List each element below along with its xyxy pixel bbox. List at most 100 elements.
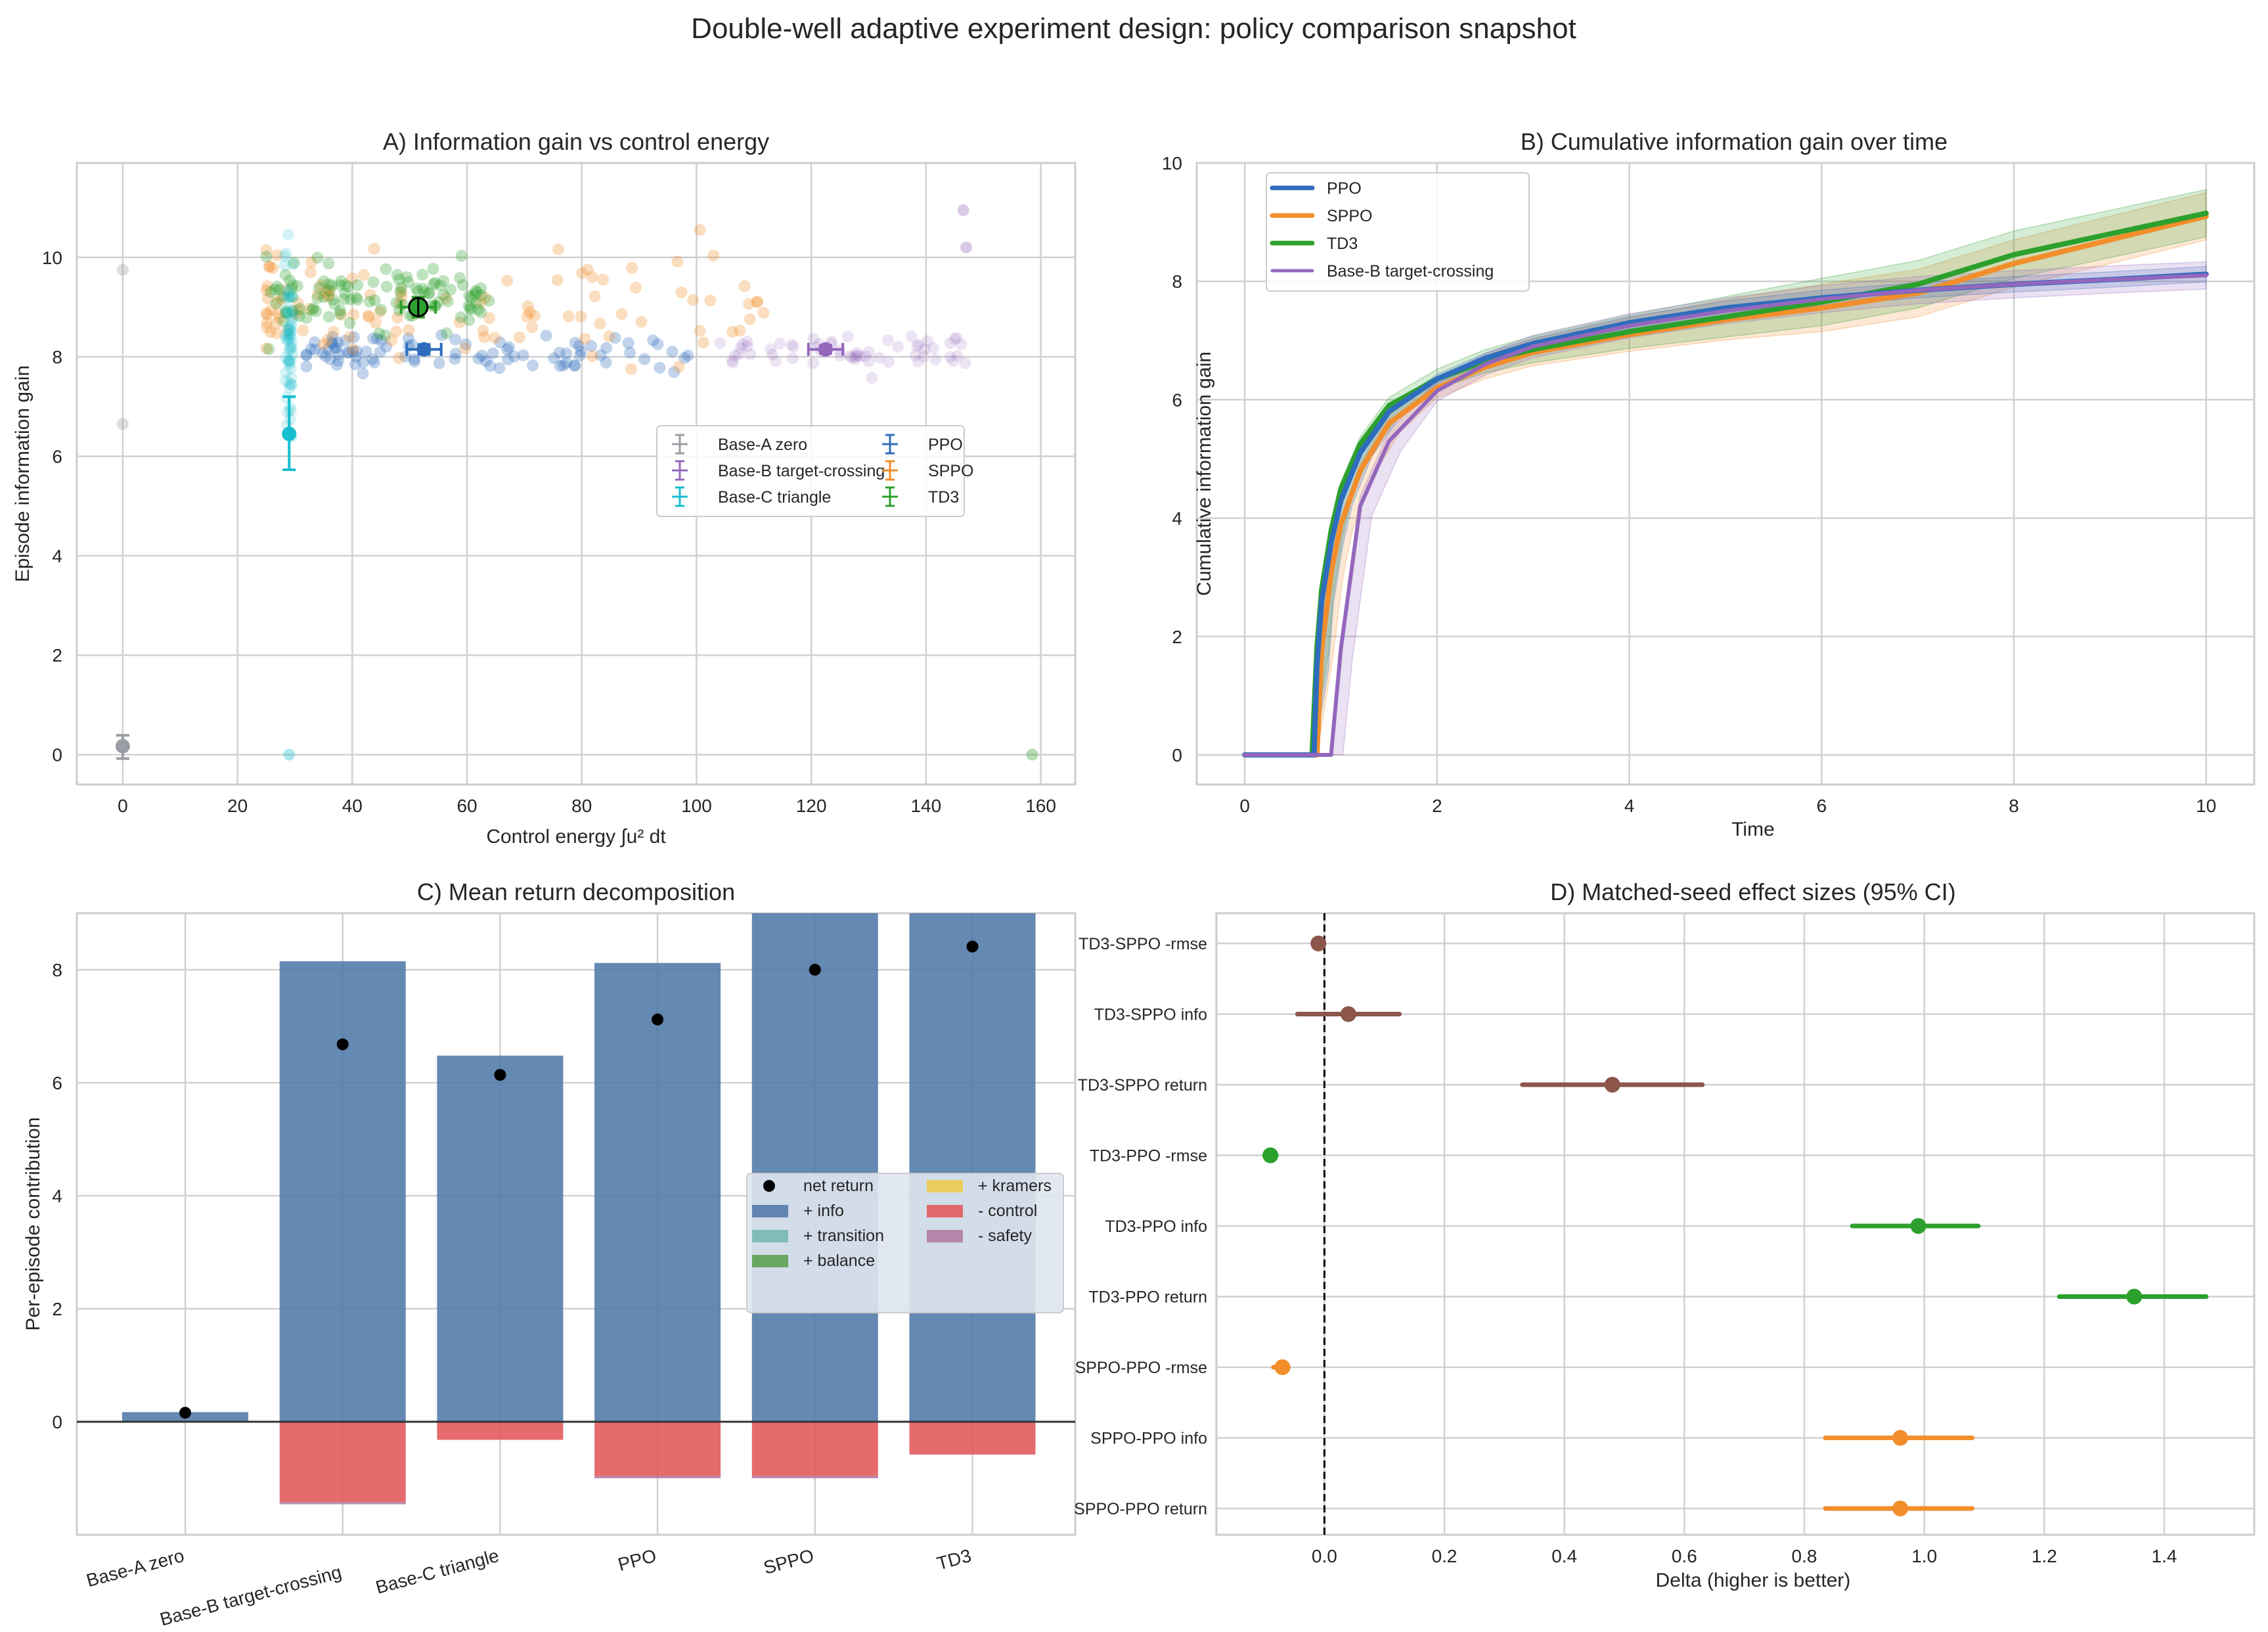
- scatter-point: [585, 340, 598, 352]
- y-tick-label: 2: [52, 645, 62, 666]
- scatter-point: [326, 338, 339, 350]
- scatter-point: [502, 353, 514, 366]
- scatter-point: [271, 281, 283, 293]
- scatter-point: [522, 300, 534, 313]
- scatter-point: [568, 359, 581, 371]
- scatter-point: [624, 346, 636, 359]
- scatter-point: [600, 342, 613, 354]
- panel-c-legend: net return + info + transition + balance + k…: [746, 1173, 1064, 1313]
- scatter-point: [374, 346, 386, 358]
- panel-c-y-axis-label: Per-episode contribution: [22, 1117, 44, 1330]
- legend-frame: [1266, 172, 1530, 292]
- scatter-point: [468, 288, 481, 301]
- scatter-point: [273, 312, 286, 325]
- scatter-point: [280, 333, 292, 346]
- scatter-point: [307, 302, 320, 315]
- legend-item: - control: [927, 1202, 1037, 1220]
- scatter-point: [267, 261, 279, 274]
- panel-d: D) Matched-seed effect sizes (95% CI) 0.…: [1074, 878, 2256, 1591]
- scatter-point: [472, 304, 485, 316]
- scatter-point: [734, 325, 746, 337]
- scatter-point: [463, 314, 476, 327]
- scatter-point: [347, 343, 359, 355]
- scatter-point: [951, 350, 964, 362]
- scatter-point: [394, 286, 407, 298]
- scatter-point: [851, 347, 863, 359]
- y-tick-label: 8: [1172, 271, 1182, 292]
- scatter-point: [922, 335, 934, 348]
- scatter-point: [310, 305, 322, 317]
- summary-point-ppo: [405, 342, 443, 357]
- scatter-point: [597, 273, 610, 286]
- scatter-point: [265, 286, 277, 298]
- scatter-point: [286, 337, 298, 350]
- x-tick-label: 2: [1432, 796, 1442, 816]
- bar-segment-info: [909, 913, 1036, 1422]
- scatter-point: [427, 263, 439, 275]
- y-tick-label: TD3-SPPO return: [1078, 1076, 1207, 1095]
- scatter-point: [281, 332, 294, 344]
- y-tick-label: 4: [1172, 509, 1182, 529]
- scatter-point: [282, 229, 294, 241]
- x-tick-label: 1.2: [2032, 1546, 2057, 1566]
- scatter-point: [390, 296, 403, 309]
- scatter-point: [734, 342, 747, 354]
- x-tick-label: 1.0: [1911, 1546, 1937, 1566]
- scatter-point: [629, 282, 642, 294]
- scatter-point: [560, 357, 573, 369]
- scatter-point: [428, 278, 440, 290]
- scatter-point: [322, 311, 335, 323]
- scatter-point: [360, 346, 372, 358]
- scatter-point: [322, 290, 334, 303]
- scatter-point: [393, 273, 405, 286]
- net-return-marker: [336, 1038, 349, 1051]
- scatter-point: [261, 317, 273, 329]
- scatter-point: [594, 317, 606, 330]
- scatter-point: [435, 329, 448, 342]
- y-tick-label: SPPO-PPO -rmse: [1075, 1359, 1207, 1377]
- scatter-point: [328, 342, 341, 354]
- scatter-point: [770, 355, 782, 367]
- scatter-point: [626, 261, 638, 274]
- scatter-point: [300, 349, 313, 361]
- scatter-point: [269, 283, 281, 296]
- scatter-point: [334, 307, 346, 320]
- scatter-point: [343, 346, 355, 359]
- x-tick-label: 100: [681, 796, 712, 816]
- scatter-point: [600, 356, 612, 369]
- scatter-point: [851, 349, 863, 361]
- legend-label: - control: [978, 1202, 1037, 1220]
- scatter-point: [285, 319, 298, 332]
- legend-item: PPO: [882, 434, 963, 455]
- y-tick-label: 10: [1162, 153, 1182, 173]
- scatter-point: [929, 353, 942, 366]
- figure-title: Double-well adaptive experiment design: …: [691, 12, 1576, 45]
- scatter-point: [470, 286, 483, 299]
- scatter-point: [280, 284, 292, 296]
- panel-b-legend: PPO SPPO TD3 Base-B target-crossing: [1266, 172, 1530, 292]
- mean-marker: [1340, 1006, 1356, 1022]
- scatter-point: [441, 295, 454, 307]
- scatter-point: [912, 338, 925, 351]
- scatter-point: [278, 259, 291, 271]
- x-tick-label: 140: [911, 796, 942, 816]
- scatter-point: [350, 291, 363, 304]
- scatter-point: [429, 277, 441, 289]
- effect-size-row: [1271, 1359, 1291, 1375]
- scatter-point: [281, 303, 294, 315]
- scatter-point: [589, 290, 601, 302]
- scatter-point: [286, 349, 299, 361]
- scatter-point: [284, 342, 297, 354]
- scatter-point: [944, 337, 956, 350]
- scatter-point: [523, 306, 536, 319]
- scatter-point: [285, 313, 298, 326]
- scatter-point: [575, 345, 587, 357]
- y-tick-label: 0: [1172, 745, 1182, 765]
- scatter-point: [757, 306, 770, 319]
- legend-label: PPO: [928, 436, 963, 454]
- y-tick-label: 8: [52, 960, 62, 980]
- scatter-point: [765, 343, 777, 355]
- scatter-point: [573, 350, 586, 362]
- scatter-point: [265, 304, 278, 317]
- scatter-point: [284, 325, 297, 338]
